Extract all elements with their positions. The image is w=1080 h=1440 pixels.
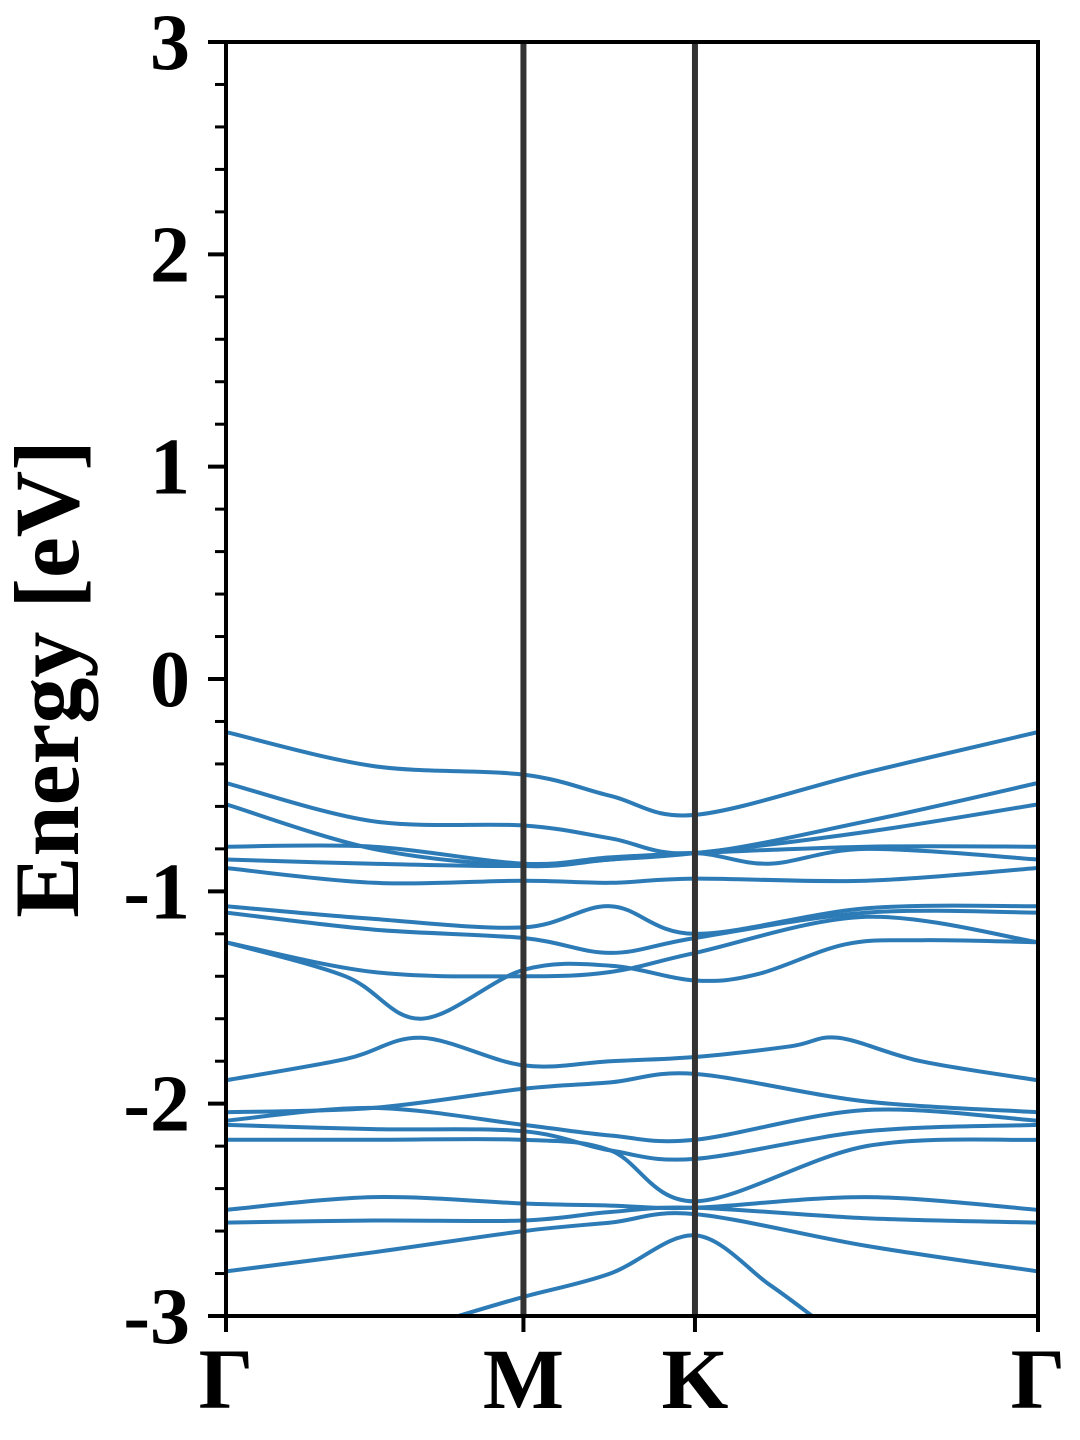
band-line	[226, 938, 1038, 1021]
y-tick-labels: -3 -2 -1 0 1 2 3	[123, 0, 190, 1361]
band-line	[226, 1035, 1038, 1083]
band-line	[226, 903, 1038, 936]
band-line	[456, 1233, 815, 1316]
band-line	[226, 730, 1038, 818]
band-line	[226, 1105, 1038, 1144]
x-tick-label: M	[483, 1331, 564, 1427]
band-line	[226, 866, 1038, 886]
band-line	[226, 1205, 1038, 1225]
band-lines	[226, 730, 1038, 1316]
y-axis-label: Energy [eV]	[0, 440, 98, 918]
y-tick-label: 2	[150, 211, 190, 299]
x-tick-label: Γ	[199, 1331, 254, 1427]
y-tick-label: -2	[123, 1061, 190, 1149]
x-tick-label: K	[662, 1331, 729, 1427]
high-symmetry-dividers	[520, 42, 698, 1316]
y-tick-label: 3	[150, 0, 190, 87]
band-line	[226, 1194, 1038, 1212]
y-tick-label: 1	[150, 424, 190, 512]
x-tick-label: Γ	[1011, 1331, 1066, 1427]
band-line	[226, 1211, 1038, 1274]
plot-frame	[224, 40, 1040, 1318]
band-line	[226, 843, 1038, 867]
band-line	[226, 1071, 1038, 1115]
x-ticks	[224, 1316, 1040, 1332]
band-line	[226, 1137, 1038, 1204]
y-tick-label: -3	[123, 1273, 190, 1361]
band-line	[226, 846, 1038, 869]
y-major-ticks	[208, 40, 226, 1318]
band-line	[226, 914, 1038, 979]
band-line	[226, 781, 1038, 856]
band-line	[226, 908, 1038, 955]
y-tick-label: 0	[150, 636, 190, 724]
y-tick-label: -1	[123, 848, 190, 936]
